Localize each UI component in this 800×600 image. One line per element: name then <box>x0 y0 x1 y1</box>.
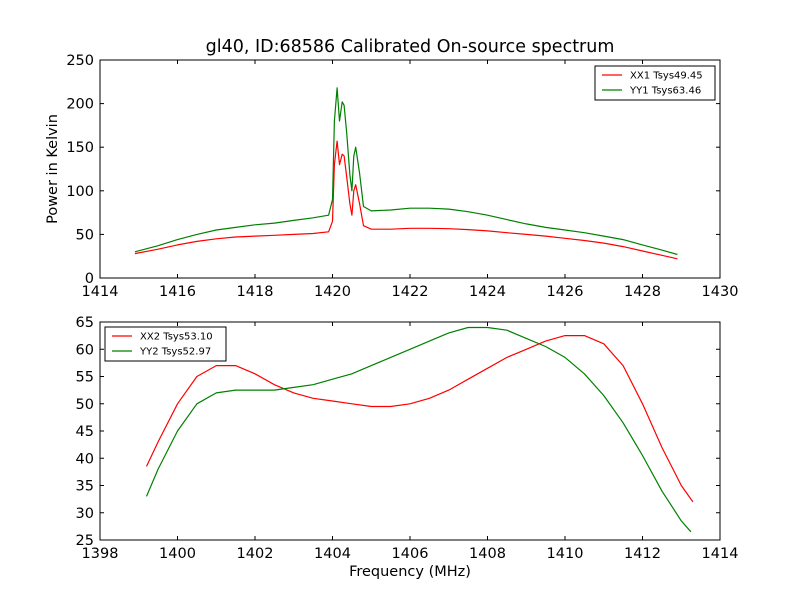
top-chart-plot-area <box>134 87 678 260</box>
bottom-chart: Frequency (MHz) 1398 1400 1402 1404 1406 1408… <box>76 315 739 580</box>
top-chart-y-tick-label: 250 <box>66 53 94 69</box>
top-chart-series-line-xx <box>134 140 678 260</box>
bottom-chart-legend: XX2 Tsys53.10 YY2 Tsys52.97 <box>104 326 227 362</box>
bottom-chart-y-tick-label: 40 <box>76 451 94 467</box>
bottom-chart-y-tick-label: 55 <box>76 370 94 386</box>
top-chart-ticks: 1414 1416 1418 1420 1422 1424 1426 1428 1430 0 50 1… <box>66 53 738 300</box>
bottom-chart-x-axis-label: Frequency (MHz) <box>349 564 471 580</box>
top-chart-y-tick-label: 150 <box>66 140 94 156</box>
top-chart-y-tick-label: 100 <box>66 184 94 200</box>
bottom-chart-legend-box <box>104 326 227 362</box>
bottom-chart-x-tick-label: 1410 <box>547 546 584 562</box>
bottom-chart-y-tick-label: 35 <box>76 479 94 495</box>
bottom-chart-y-tick-label: 30 <box>76 506 94 522</box>
top-chart-x-tick-label: 1418 <box>237 284 274 300</box>
top-chart-legend: XX1 Tsys49.45 YY1 Tsys63.46 <box>594 65 716 101</box>
top-chart-x-tick-label: 1428 <box>624 284 661 300</box>
top-chart-x-tick-label: 1424 <box>469 284 506 300</box>
bottom-chart-plot-area <box>145 326 694 533</box>
bottom-chart-y-tick-label: 65 <box>76 315 94 331</box>
top-chart-legend-label-xx1: XX1 Tsys49.45 <box>630 71 703 82</box>
top-chart-legend-box <box>594 65 716 101</box>
bottom-chart-y-tick-label: 45 <box>76 424 94 440</box>
top-chart-x-tick-label: 1420 <box>314 284 351 300</box>
top-chart-x-tick-label: 1430 <box>702 284 739 300</box>
top-chart-x-tick-label: 1422 <box>392 284 429 300</box>
top-chart-x-tick-label: 1416 <box>159 284 196 300</box>
bottom-chart-x-tick-label: 1412 <box>624 546 661 562</box>
bottom-chart-x-tick-label: 1402 <box>237 546 274 562</box>
top-chart: gl40, ID:68586 Calibrated On-source spec… <box>45 37 738 300</box>
top-chart-y-tick-label: 0 <box>85 271 94 287</box>
bottom-chart-legend-label-yy2: YY2 Tsys52.97 <box>139 347 211 358</box>
bottom-chart-y-tick-label: 60 <box>76 342 94 358</box>
bottom-chart-x-tick-label: 1400 <box>159 546 196 562</box>
top-chart-title: gl40, ID:68586 Calibrated On-source spec… <box>206 37 615 57</box>
bottom-chart-x-tick-label: 1408 <box>469 546 506 562</box>
bottom-chart-x-tick-label: 1414 <box>702 546 739 562</box>
bottom-chart-x-tick-label: 1398 <box>82 546 119 562</box>
top-chart-y-tick-label: 50 <box>76 227 94 243</box>
bottom-chart-y-tick-label: 25 <box>76 533 94 549</box>
top-chart-frame <box>99 59 721 279</box>
top-chart-series-line-yy <box>134 87 678 256</box>
bottom-chart-series-line-yy <box>145 326 692 533</box>
bottom-chart-y-tick-label: 50 <box>76 397 94 413</box>
bottom-chart-legend-label-xx2: XX2 Tsys53.10 <box>140 332 213 343</box>
bottom-chart-x-tick-label: 1406 <box>392 546 429 562</box>
top-chart-legend-label-yy1: YY1 Tsys63.46 <box>629 86 701 97</box>
bottom-chart-x-tick-label: 1404 <box>314 546 351 562</box>
top-chart-x-tick-label: 1414 <box>82 284 119 300</box>
bottom-chart-series-line-xx <box>145 335 694 503</box>
top-chart-y-axis-label: Power in Kelvin <box>45 114 61 224</box>
bottom-chart-frame <box>99 321 721 541</box>
top-chart-x-tick-label: 1426 <box>547 284 584 300</box>
top-chart-y-tick-label: 200 <box>66 97 94 113</box>
